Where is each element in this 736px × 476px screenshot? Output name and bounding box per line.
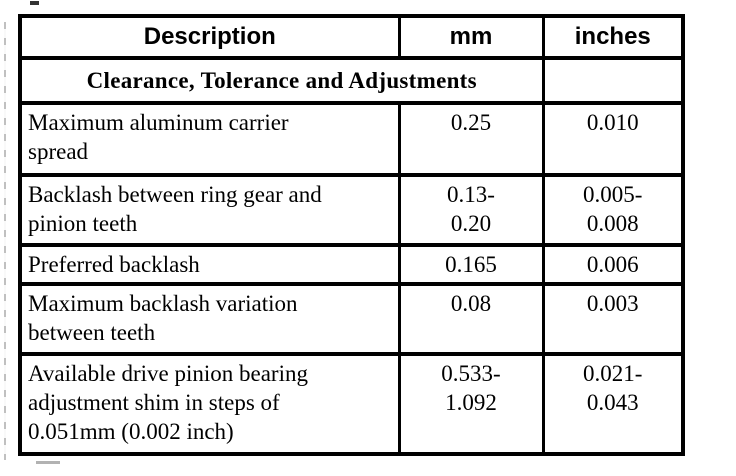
row-description: Backlash between ring gear and pinion te… [18, 173, 401, 247]
row-mm-value: 0.533- 1.092 [397, 352, 545, 456]
table-row: Preferred backlash 0.165 0.006 [18, 243, 685, 286]
table-row: Maximum aluminum carrier spread 0.25 0.0… [18, 101, 685, 177]
row-inches-value: 0.006 [541, 243, 685, 286]
row-description: Available drive pinion bearing adjustmen… [18, 352, 401, 456]
row-inches-value: 0.010 [541, 101, 685, 177]
scan-artifact-bottom [36, 461, 60, 464]
header-row: Description mm inches [18, 14, 685, 60]
column-header-mm: mm [397, 14, 545, 60]
column-header-inches: inches [541, 14, 685, 60]
table-row: Available drive pinion bearing adjustmen… [18, 352, 685, 456]
scan-artifact-top [30, 1, 39, 5]
row-inches-value: 0.003 [541, 282, 685, 356]
section-title: Clearance, Tolerance and Adjustments [18, 56, 545, 105]
scan-artifact-left-edge [4, 22, 6, 460]
row-description: Preferred backlash [18, 243, 401, 286]
row-inches-value: 0.021- 0.043 [541, 352, 685, 456]
row-inches-value: 0.005- 0.008 [541, 173, 685, 247]
section-row: Clearance, Tolerance and Adjustments [18, 56, 685, 105]
row-mm-value: 0.25 [397, 101, 545, 177]
specifications-table: Description mm inches Clearance, Toleran… [18, 14, 685, 456]
table-row: Maximum backlash variation between teeth… [18, 282, 685, 356]
column-header-description: Description [18, 14, 401, 60]
row-description: Maximum backlash variation between teeth [18, 282, 401, 356]
row-description: Maximum aluminum carrier spread [18, 101, 401, 177]
row-mm-value: 0.08 [397, 282, 545, 356]
row-mm-value: 0.165 [397, 243, 545, 286]
table-row: Backlash between ring gear and pinion te… [18, 173, 685, 247]
section-empty-cell [541, 56, 685, 105]
row-mm-value: 0.13- 0.20 [397, 173, 545, 247]
